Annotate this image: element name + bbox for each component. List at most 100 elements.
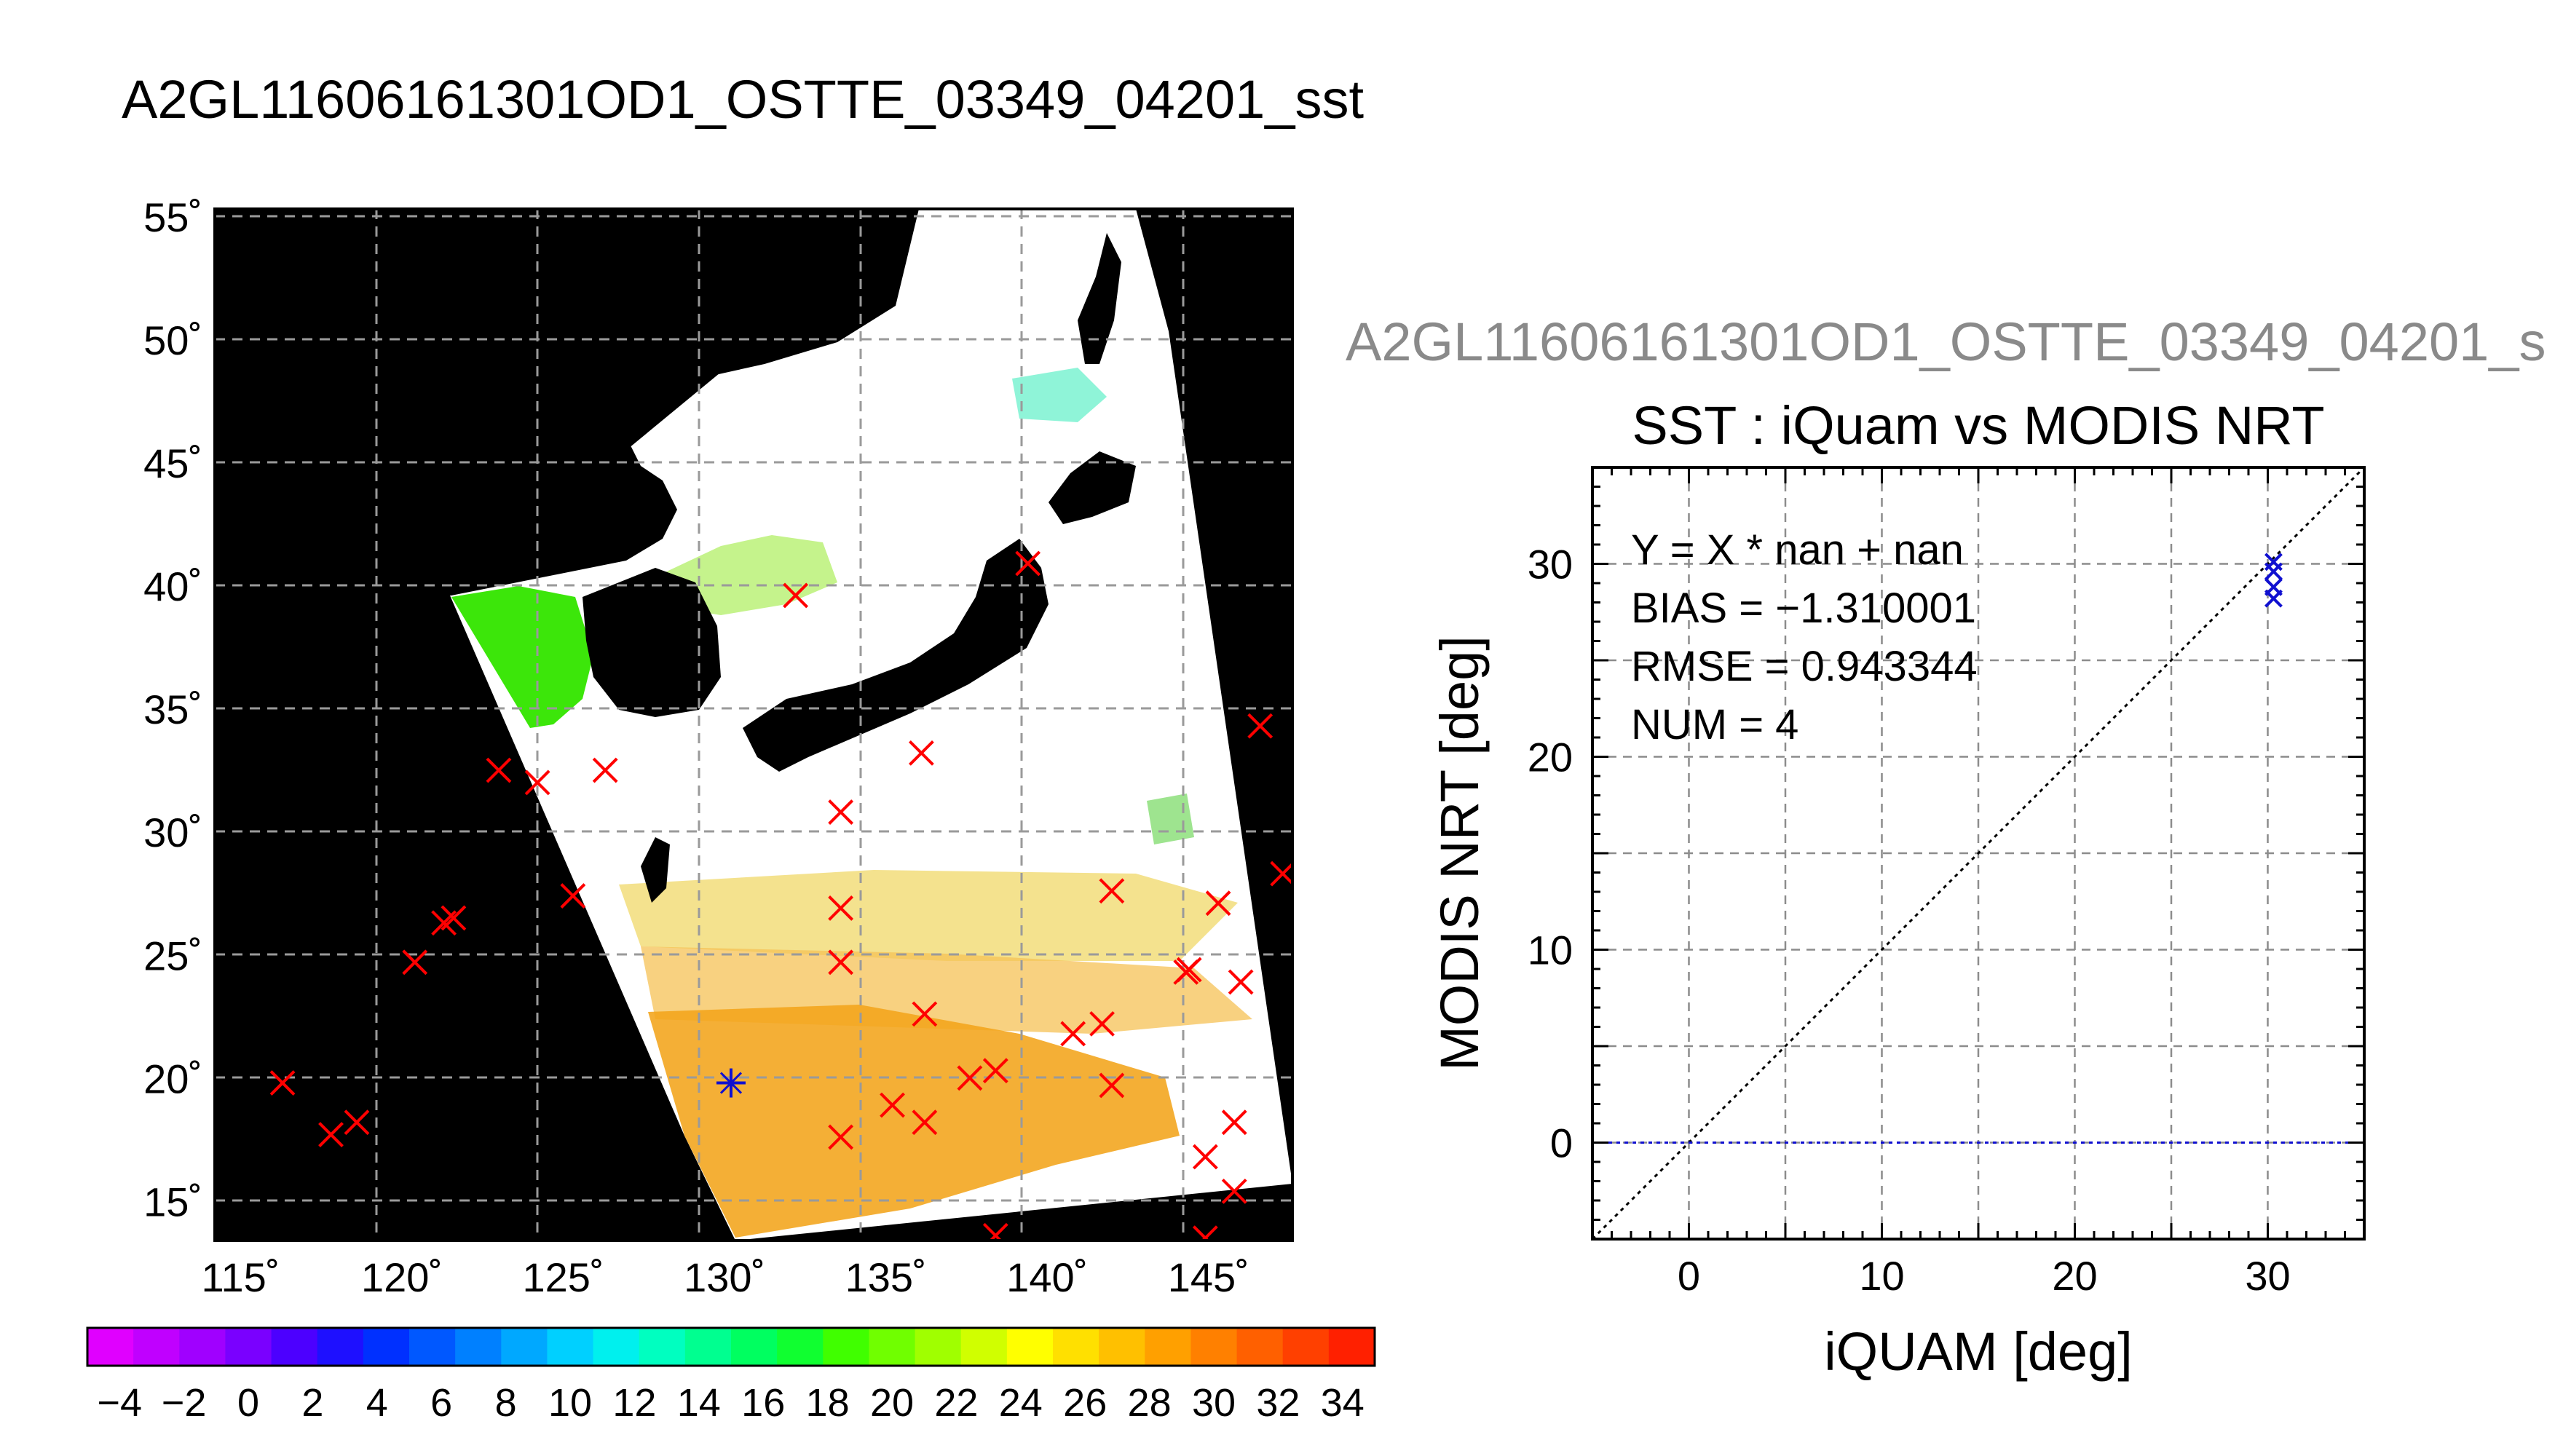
colorbar-swatch [133,1328,180,1366]
colorbar-swatch [915,1328,962,1366]
colorbar-swatch [317,1328,364,1366]
y-tick-label: 10 [1528,927,1573,973]
lat-tick-label: 15˚ [143,1179,202,1225]
colorbar-swatch [1053,1328,1099,1366]
lat-tick-label: 45˚ [143,440,202,486]
matchup-marker [982,1222,1008,1241]
lon-tick-label: 145˚ [1168,1254,1249,1300]
colorbar-swatch [639,1328,686,1366]
sst-colorbar: −4 −2 0 2 4 6 8 10 12 14 16 18 20 22 24 26 28 30 32 34 [86,1326,1376,1425]
sst-band-yellow [619,870,1238,961]
colorbar-swatch [87,1328,134,1366]
colorbar-swatch [869,1328,916,1366]
colorbar-tick-label: 2 [301,1381,323,1425]
colorbar-swatch [225,1328,272,1366]
lon-tick-label: 120˚ [361,1254,443,1300]
colorbar-swatch [731,1328,778,1366]
y-tick-label: 0 [1550,1120,1573,1166]
land-china-coast [215,209,919,1241]
lat-tick-label: 20˚ [143,1056,202,1101]
lat-tick-labels: 55˚ 50˚ 45˚ 40˚ 35˚ 30˚ 25˚ 20˚ 15˚ [143,194,202,1225]
colorbar-swatches [87,1328,1375,1366]
matchup-marker [957,1065,983,1091]
x-tick-label: 0 [1678,1253,1700,1299]
scatter-points [2264,553,2283,608]
lat-tick-label: 50˚ [143,317,202,363]
colorbar-swatch [501,1328,548,1366]
colorbar-swatch [1282,1328,1330,1366]
colorbar-swatch [179,1328,226,1366]
matchup-marker [1205,890,1231,917]
colorbar-swatch [777,1328,824,1366]
colorbar-swatch [593,1328,640,1366]
x-tick-label: 30 [2245,1253,2290,1299]
colorbar-tick-label: 12 [612,1381,656,1425]
sst-band-green-patch [1147,794,1194,844]
matchup-marker [912,1001,938,1027]
matchup-marker [1060,1021,1086,1047]
one-to-one-line [1592,467,2364,1239]
colorbar-swatch [684,1328,732,1366]
colorbar-tick-label: −4 [97,1381,142,1425]
x-axis-label: iQUAM [deg] [1824,1321,2133,1382]
colorbar-tick-label: 14 [677,1381,721,1425]
matchup-marker [1099,878,1125,904]
y-tick-labels: 0 10 20 30 [1528,542,1573,1166]
land-korea [583,568,721,717]
colorbar-swatch [547,1328,594,1366]
matchup-markers [269,550,1292,1241]
matchup-marker [1221,1109,1247,1136]
matchup-marker [783,582,809,609]
colorbar-tick-label: 18 [806,1381,850,1425]
map-frame [213,207,1294,1242]
matchup-marker [318,1122,344,1147]
matchup-marker [592,757,618,783]
main-title: A2GL11606161301OD1_OSTTE_03349_04201_sst [122,69,1364,130]
colorbar-tick-label: 10 [548,1381,592,1425]
colorbar-swatch [960,1328,1008,1366]
lon-tick-label: 135˚ [845,1254,927,1300]
colorbar-tick-label: 16 [741,1381,785,1425]
colorbar-tick-labels: −4 −2 0 2 4 6 8 10 12 14 16 18 20 22 24 26 28 30 32 34 [97,1381,1364,1425]
colorbar-swatch [1328,1328,1375,1366]
matchup-marker [1176,957,1202,983]
colorbar-tick-label: 0 [237,1381,259,1425]
matchup-marker [880,1092,905,1118]
sst-band-yellow-sea [451,586,593,728]
fit-statistics: Y = X * nan + nan BIAS = −1.310001 RMSE = … [1631,526,1978,748]
matchup-marker [524,769,550,796]
lon-tick-label: 130˚ [684,1254,765,1300]
matchup-marker [828,1124,854,1150]
colorbar-tick-label: 8 [495,1381,517,1425]
colorbar-swatch [1236,1328,1284,1366]
colorbar-swatch [409,1328,456,1366]
scatter-title: SST : iQuam vs MODIS NRT [1632,395,2324,456]
colorbar-swatch [455,1328,502,1366]
map-grid [215,209,1292,1241]
sst-band-okhotsk [1012,368,1107,422]
colorbar-tick-label: 34 [1321,1381,1365,1425]
y-axis-label: MODIS NRT [deg] [1429,636,1490,1071]
matchup-marker [1228,969,1254,995]
colorbar-swatch [1190,1328,1238,1366]
x-tick-label: 10 [1859,1253,1904,1299]
sst-map: 55˚ 50˚ 45˚ 40˚ 35˚ 30˚ 25˚ 20˚ 15˚ 115˚ 120˚ 125˚… [143,194,1294,1300]
lon-tick-labels: 115˚ 120˚ 125˚ 130˚ 135˚ 140˚ 145˚ [201,1254,1249,1300]
matchup-marker [560,883,586,909]
fit-statistic-line: NUM = 4 [1631,701,1798,748]
matchup-marker [828,895,854,921]
colorbar-swatch [1145,1328,1192,1366]
matchup-marker [982,1058,1008,1084]
right-title: A2GL11606161301OD1_OSTTE_03349_04201_s [1346,312,2546,372]
fit-statistic-line: BIAS = −1.310001 [1631,585,1976,632]
lon-tick-label: 125˚ [523,1254,604,1300]
y-tick-label: 20 [1528,735,1573,780]
fit-statistic-line: Y = X * nan + nan [1631,526,1964,574]
colorbar-tick-label: 24 [999,1381,1043,1425]
matchup-marker [1099,1072,1125,1099]
matchup-marker [1089,1010,1115,1037]
colorbar-tick-label: 20 [870,1381,914,1425]
scatter-plot: SST : iQuam vs MODIS NRT 0 10 20 30 0 10 20 30… [1429,395,2366,1382]
colorbar-tick-label: 30 [1192,1381,1236,1425]
land-taiwan [641,837,670,903]
